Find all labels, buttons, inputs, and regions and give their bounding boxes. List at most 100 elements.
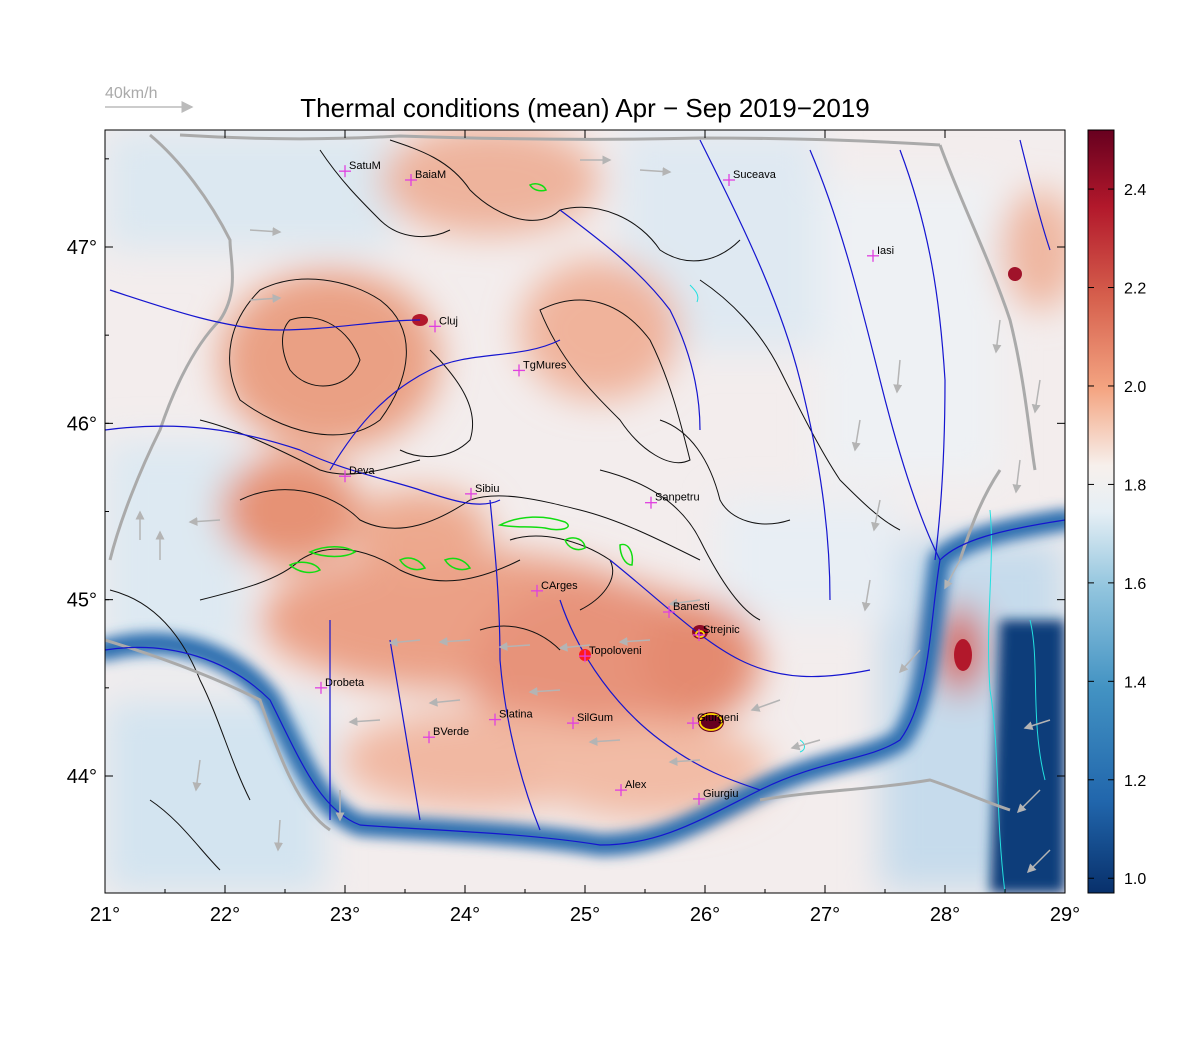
wind-arrow bbox=[1031, 379, 1041, 414]
city-label: TgMures bbox=[523, 359, 567, 371]
city-label: Sanpetru bbox=[655, 492, 700, 504]
city-marker: TgMures bbox=[513, 359, 567, 377]
city-label: Strejnic bbox=[703, 624, 740, 636]
city-marker: Sibiu bbox=[465, 483, 499, 500]
country-borders bbox=[105, 133, 1037, 832]
wind-arrow bbox=[249, 294, 282, 303]
city-marker: Topoloveni bbox=[579, 645, 642, 663]
city-marker: Deva bbox=[339, 465, 376, 483]
wind-arrow bbox=[192, 759, 202, 792]
wind-arrow bbox=[750, 699, 781, 712]
city-label: BaiaM bbox=[415, 169, 446, 181]
city-marker: CArges bbox=[531, 580, 578, 597]
wind-arrow bbox=[861, 579, 871, 612]
wind-arrow bbox=[668, 757, 701, 766]
city-marker: Alex bbox=[615, 779, 647, 797]
y-tick-label: 47° bbox=[67, 237, 97, 259]
wind-arrow bbox=[274, 819, 283, 852]
city-label: BVerde bbox=[433, 726, 469, 738]
wind-arrow bbox=[388, 637, 421, 647]
wind-scale-label: 40km/h bbox=[105, 85, 157, 102]
wind-scale: 40km/h bbox=[105, 85, 194, 113]
hot-spot-contours bbox=[695, 630, 723, 731]
x-tick-label: 27° bbox=[810, 904, 840, 926]
colorbar-tick-label: 2.2 bbox=[1124, 281, 1146, 298]
colorbar-tick-label: 1.4 bbox=[1124, 674, 1146, 691]
city-marker: Strejnic bbox=[693, 624, 740, 641]
wind-arrow bbox=[1023, 719, 1051, 731]
city-label: Banesti bbox=[673, 601, 710, 613]
wind-arrow bbox=[618, 637, 651, 646]
map-title: Thermal conditions (mean) Apr − Sep 2019… bbox=[300, 93, 869, 123]
wind-arrow bbox=[893, 359, 903, 394]
x-tick-label: 26° bbox=[690, 904, 720, 926]
colorbar-tick-label: 1.8 bbox=[1124, 477, 1146, 494]
city-label: CArges bbox=[541, 580, 578, 592]
wind-arrow bbox=[249, 227, 282, 236]
city-marker: Sanpetru bbox=[645, 492, 700, 509]
wind-arrow bbox=[348, 717, 381, 726]
city-label: Deva bbox=[349, 465, 376, 477]
city-marker: BVerde bbox=[423, 726, 469, 744]
x-tick-label: 24° bbox=[450, 904, 480, 926]
coastline bbox=[689, 284, 1046, 893]
city-label: Alex bbox=[625, 779, 647, 791]
city-marker: Giurgiu bbox=[693, 788, 738, 805]
colorbar-tick-label: 2.4 bbox=[1124, 182, 1146, 199]
wind-arrow bbox=[428, 697, 461, 707]
x-tick-label: 25° bbox=[570, 904, 600, 926]
y-axis: 47° 46° 45° 44° bbox=[67, 158, 1065, 788]
city-label: SatuM bbox=[349, 160, 381, 172]
high-terrain-contours bbox=[288, 183, 634, 574]
x-axis: 21° 22° 23° 24° 25° 26° 27° 28° 29° bbox=[90, 130, 1080, 926]
city-marker: BaiaM bbox=[405, 169, 446, 186]
wind-arrow bbox=[498, 642, 531, 651]
city-marker: Drobeta bbox=[315, 677, 365, 694]
wind-arrow bbox=[528, 687, 561, 696]
wind-arrow bbox=[188, 517, 221, 526]
city-label: Giurgiu bbox=[703, 788, 738, 800]
city-marker: SatuM bbox=[339, 160, 381, 178]
wind-arrow bbox=[639, 167, 672, 176]
city-label: SilGum bbox=[577, 712, 613, 724]
colorbar-tick-label: 1.0 bbox=[1124, 871, 1146, 888]
city-label: Slatina bbox=[499, 709, 534, 721]
wind-arrow bbox=[1016, 789, 1041, 814]
y-tick-label: 44° bbox=[67, 766, 97, 788]
wind-arrow bbox=[871, 499, 881, 532]
city-label: Topoloveni bbox=[589, 645, 642, 657]
wind-arrow bbox=[668, 598, 701, 608]
city-label: Cluj bbox=[439, 315, 458, 327]
x-tick-label: 21° bbox=[90, 904, 120, 926]
city-marker: Iasi bbox=[867, 245, 894, 262]
wind-arrow bbox=[790, 739, 821, 751]
map-panel: SatuM BaiaM Suceava Iasi Cluj TgMures Deva Sibi… bbox=[105, 130, 1065, 893]
x-tick-label: 29° bbox=[1050, 904, 1080, 926]
terrain-contours bbox=[109, 139, 901, 871]
city-marker: SilGum bbox=[567, 712, 613, 730]
rivers bbox=[105, 139, 1065, 846]
city-label: Iasi bbox=[877, 245, 894, 257]
wind-arrow bbox=[558, 642, 591, 652]
colorbar-gradient bbox=[1087, 129, 1115, 894]
wind-arrow bbox=[944, 559, 961, 590]
city-marker: Slatina bbox=[489, 709, 534, 726]
wind-arrows bbox=[135, 155, 1051, 874]
city-label: Giurgeni bbox=[697, 712, 739, 724]
y-tick-label: 45° bbox=[67, 590, 97, 612]
colorbar-tick-label: 1.6 bbox=[1124, 576, 1146, 593]
x-tick-label: 28° bbox=[930, 904, 960, 926]
city-marker: Cluj bbox=[429, 315, 458, 333]
city-markers: SatuM BaiaM Suceava Iasi Cluj TgMures Deva Sibi… bbox=[315, 160, 894, 805]
city-marker: Suceava bbox=[723, 169, 777, 186]
city-marker: Banesti bbox=[663, 601, 710, 619]
city-label: Drobeta bbox=[325, 677, 365, 689]
wind-arrow bbox=[1012, 459, 1022, 494]
wind-arrow bbox=[992, 319, 1002, 354]
city-label: Sibiu bbox=[475, 483, 499, 495]
wind-arrow bbox=[1026, 849, 1051, 874]
city-marker: Giurgeni bbox=[687, 712, 739, 730]
colorbar-tick-label: 1.2 bbox=[1124, 773, 1146, 790]
wind-arrow bbox=[898, 649, 921, 674]
